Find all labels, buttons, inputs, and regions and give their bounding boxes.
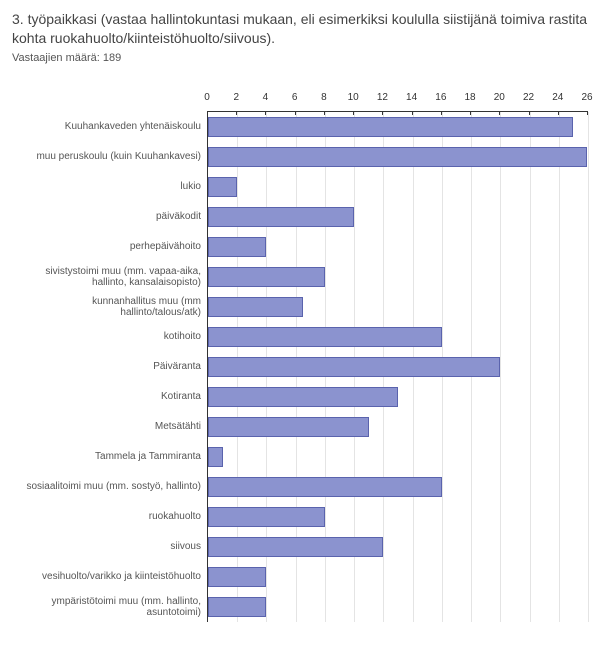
plot-area: 02468101214161820222426: [207, 90, 591, 622]
x-tick-label: 6: [292, 92, 298, 103]
bar-row: [208, 592, 587, 622]
bar-row: [208, 442, 587, 472]
bar: [208, 177, 237, 197]
workplace-bar-chart: Kuuhankaveden yhtenäiskoulumuu peruskoul…: [12, 90, 591, 622]
bar-row: [208, 382, 587, 412]
question-title: 3. työpaikkasi (vastaa hallintokuntasi m…: [12, 10, 591, 48]
category-label: Kotiranta: [12, 382, 207, 412]
bar: [208, 327, 442, 347]
x-tick-label: 22: [523, 92, 534, 103]
bar: [208, 297, 303, 317]
x-tick-label: 20: [494, 92, 505, 103]
x-tick-label: 10: [348, 92, 359, 103]
bar: [208, 237, 266, 257]
bar: [208, 477, 442, 497]
bar: [208, 447, 223, 467]
bar: [208, 537, 383, 557]
category-label: Metsätähti: [12, 412, 207, 442]
bar-row: [208, 412, 587, 442]
category-label: vesihuolto/varikko ja kiinteistöhuolto: [12, 562, 207, 592]
bar: [208, 357, 500, 377]
x-tick-label: 0: [204, 92, 210, 103]
bar-row: [208, 322, 587, 352]
category-label: perhepäivähoito: [12, 232, 207, 262]
category-label: siivous: [12, 532, 207, 562]
category-label: lukio: [12, 172, 207, 202]
x-tick-label: 2: [233, 92, 239, 103]
category-label: muu peruskoulu (kuin Kuuhankavesi): [12, 142, 207, 172]
bar-row: [208, 232, 587, 262]
bar: [208, 567, 266, 587]
category-label: sivistystoimi muu (mm. vapaa-aika, halli…: [12, 262, 207, 292]
bar: [208, 207, 354, 227]
category-label: kunnanhallitus muu (mm hallinto/talous/a…: [12, 292, 207, 322]
bar: [208, 117, 573, 137]
bar: [208, 417, 369, 437]
x-tick-label: 8: [321, 92, 327, 103]
bar: [208, 387, 398, 407]
x-tick-label: 18: [465, 92, 476, 103]
x-axis: 02468101214161820222426: [207, 90, 587, 112]
bars-area: [207, 112, 587, 622]
bar-row: [208, 292, 587, 322]
bar-row: [208, 352, 587, 382]
bar-row: [208, 172, 587, 202]
category-label: kotihoito: [12, 322, 207, 352]
respondents-count: Vastaajien määrä: 189: [12, 52, 591, 64]
category-labels-column: Kuuhankaveden yhtenäiskoulumuu peruskoul…: [12, 90, 207, 622]
x-tick-label: 24: [552, 92, 563, 103]
bar: [208, 507, 325, 527]
bar-row: [208, 472, 587, 502]
category-label: ruokahuolto: [12, 502, 207, 532]
category-label: Tammela ja Tammiranta: [12, 442, 207, 472]
x-tick-label: 16: [435, 92, 446, 103]
category-label: Kuuhankaveden yhtenäiskoulu: [12, 112, 207, 142]
bar-row: [208, 562, 587, 592]
bar: [208, 597, 266, 617]
bar-row: [208, 142, 587, 172]
x-tick-label: 26: [581, 92, 592, 103]
x-tick-label: 14: [406, 92, 417, 103]
bar-row: [208, 202, 587, 232]
x-tick-label: 4: [263, 92, 269, 103]
bar: [208, 267, 325, 287]
bar: [208, 147, 587, 167]
bar-row: [208, 502, 587, 532]
category-label: sosiaalitoimi muu (mm. sostyö, hallinto): [12, 472, 207, 502]
bar-row: [208, 532, 587, 562]
grid-line: [588, 112, 589, 622]
category-label: päiväkodit: [12, 202, 207, 232]
bar-row: [208, 112, 587, 142]
bar-row: [208, 262, 587, 292]
category-label: Päiväranta: [12, 352, 207, 382]
x-tick-label: 12: [377, 92, 388, 103]
category-label: ympäristötoimi muu (mm. hallinto, asunto…: [12, 592, 207, 622]
